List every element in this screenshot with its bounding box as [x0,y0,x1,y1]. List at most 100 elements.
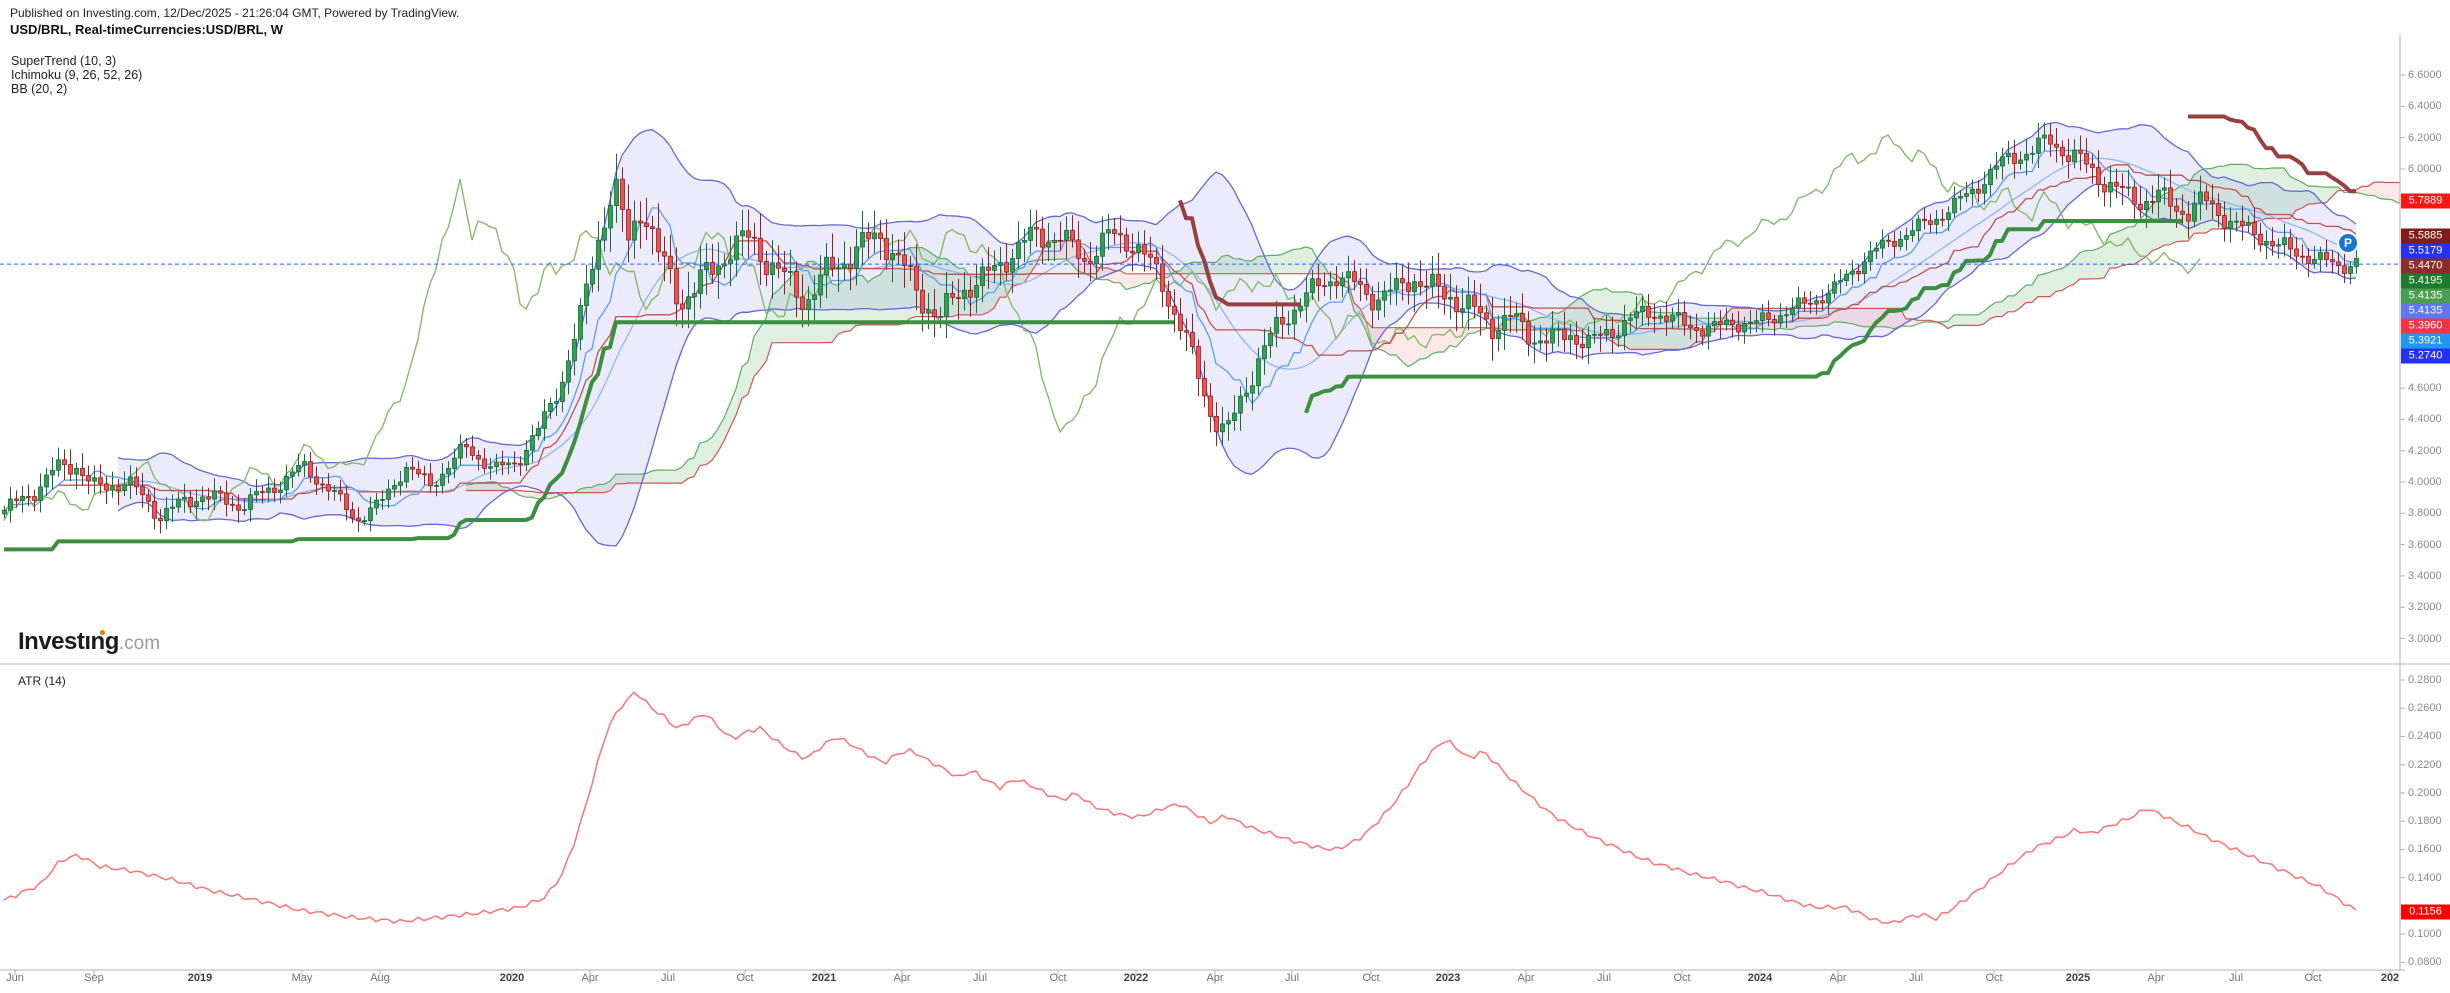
ichimoku-cloud-segment [1738,308,1744,323]
ichimoku-cloud-segment [2260,168,2266,221]
time-year-label: 2019 [187,972,213,984]
ichimoku-cloud-segment [1996,301,2002,317]
time-month-label: Apr [893,972,911,984]
ichimoku-cloud-segment [2290,176,2296,219]
ichimoku-cloud-segment [1132,273,1138,288]
ichimoku-cloud-segment [892,252,898,325]
price-tick-label: 6.2000 [2408,131,2442,144]
ichimoku-cloud-segment [778,284,784,343]
price-badge: 5.4135 [2401,303,2450,319]
ichimoku-cloud-segment [478,482,484,491]
atr-pane[interactable] [3,691,2357,924]
ichimoku-cloud-segment [1468,327,1474,334]
price-badge: 5.3960 [2401,318,2450,334]
ichimoku-cloud-segment [1966,314,1972,326]
time-year-label: 2020 [499,972,525,984]
ichimoku-cloud-segment [928,250,934,317]
time-month-label: Oct [736,972,754,984]
ichimoku-cloud-segment [1000,274,1006,298]
supertrend-up-line [4,320,1174,552]
tenkan-sen-line [3,149,2356,513]
publisher-marker-letter: P [2344,236,2352,250]
ichimoku-cloud-segment [1912,318,1918,327]
ichimoku-cloud-segment [1114,270,1120,283]
indicator-legend: SuperTrend (10, 3) Ichimoku (9, 26, 52, … [11,54,142,96]
time-year-label: 202 [2380,972,2400,984]
publisher-marker-icon[interactable] [2337,232,2359,254]
ichimoku-cloud-segment [2380,182,2386,200]
ichimoku-cloud-segment [1084,249,1090,276]
price-badge: 5.3921 [2401,333,2450,349]
senkou-span-b-line [466,181,2400,494]
atr-tick-label: 0.2600 [2408,702,2442,715]
ichimoku-cloud-segment [1246,260,1252,274]
price-tick-label: 4.2000 [2408,444,2442,457]
ichimoku-cloud-segment [1126,273,1132,290]
ichimoku-cloud-segment [496,482,502,491]
price-tick-label: 3.6000 [2408,538,2442,551]
ichimoku-cloud-segment [1474,327,1480,334]
ichimoku-cloud-segment [700,441,706,466]
ichimoku-cloud-segment [1252,256,1258,274]
ichimoku-cloud-segment [2110,232,2116,268]
ichimoku-cloud-segment [1894,308,1900,329]
ichimoku-cloud-segment [2302,182,2308,208]
main-pane[interactable] [0,114,2450,552]
ichimoku-cloud-segment [1198,262,1204,274]
time-month-label: Jul [1284,972,1300,984]
ichimoku-cloud-segment [2278,168,2284,219]
ichimoku-cloud-segment [1192,262,1198,274]
ichimoku-cloud-segment [706,437,712,465]
ichimoku-cloud-segment [2296,179,2302,211]
ichimoku-cloud-segment [736,366,742,416]
ichimoku-cloud-segment [1438,327,1444,352]
price-tick-label: 4.4000 [2408,413,2442,426]
time-month-label: Oct [1362,972,1380,984]
ichimoku-cloud-segment [826,270,832,343]
ichimoku-cloud-segment [2272,168,2278,219]
ichimoku-cloud-segment [1270,255,1276,274]
ichimoku-cloud-segment [1954,314,1960,326]
atr-tick-label: 0.1000 [2408,928,2442,941]
time-month-label: Oct [1049,972,1067,984]
ichimoku-cloud-segment [1810,308,1816,327]
ichimoku-cloud-segment [2080,250,2086,279]
ichimoku-cloud-segment [592,484,598,493]
ichimoku-cloud-segment [622,474,628,484]
ichimoku-cloud-segment [1276,254,1282,274]
ichimoku-cloud-segment [1858,308,1864,327]
ichimoku-cloud-segment [1360,308,1366,331]
atr-tick-label: 0.1600 [2408,843,2442,856]
legend-supertrend: SuperTrend (10, 3) [11,54,117,68]
ichimoku-cloud-segment [988,274,994,313]
ichimoku-cloud-segment [1672,312,1678,350]
ichimoku-cloud-segment [2308,186,2314,205]
ichimoku-cloud-segment [1534,317,1540,330]
ichimoku-cloud-segment [964,268,970,315]
ichimoku-cloud-segment [1840,308,1846,323]
ichimoku-cloud-segment [1318,259,1324,274]
ichimoku-cloud-segment [724,403,730,441]
ichimoku-cloud-segment [2320,186,2326,203]
ichimoku-cloud-segment [2134,219,2140,265]
ichimoku-cloud-segment [850,276,856,331]
ichimoku-cloud-segment [1258,256,1264,274]
ichimoku-cloud-segment [2050,269,2056,297]
atr-tick-label: 0.1400 [2408,871,2442,884]
ichimoku-cloud-segment [1216,256,1222,274]
time-month-label: Jul [660,972,676,984]
legend-ichimoku: Ichimoku (9, 26, 52, 26) [11,68,143,82]
ichimoku-cloud-segment [2200,168,2206,233]
bb-band-fill [118,122,2356,546]
ichimoku-cloud-segment [2152,199,2158,251]
ichimoku-cloud-segment [1234,258,1240,274]
ichimoku-cloud-segment [1948,314,1954,329]
price-tick-label: 3.2000 [2408,601,2442,614]
kijun-sen-line [3,164,2357,513]
ichimoku-cloud-segment [1396,327,1402,362]
ichimoku-cloud-segment [598,484,604,493]
time-year-label: 2024 [1747,972,1773,984]
bb-lower-line [117,182,2357,547]
